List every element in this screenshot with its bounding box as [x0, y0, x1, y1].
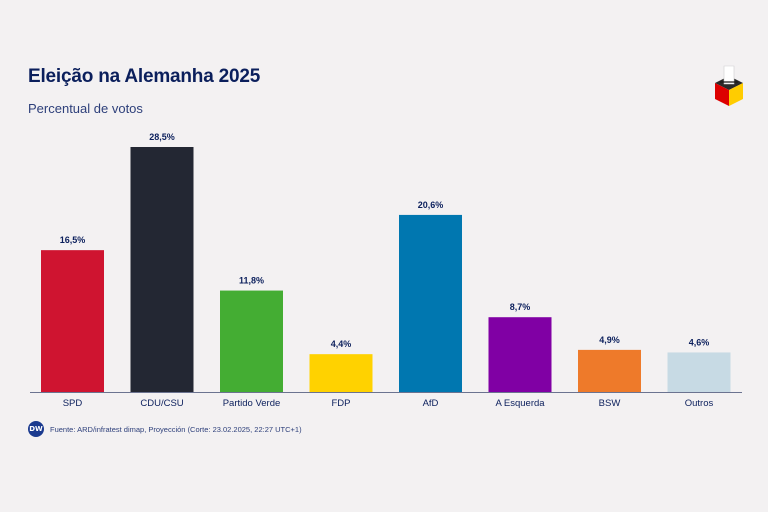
- category-label-a-esquerda: A Esquerda: [495, 398, 545, 409]
- chart-subtitle: Percentual de votos: [28, 101, 143, 116]
- category-label-fdp: FDP: [332, 398, 351, 409]
- value-label-afd: 20,6%: [418, 200, 444, 210]
- value-label-partido-verde: 11,8%: [239, 276, 264, 286]
- category-label-outros: Outros: [685, 398, 714, 409]
- bar-spd: [41, 250, 104, 392]
- bar-fdp: [309, 354, 373, 392]
- ballot-box-icon: [715, 65, 743, 106]
- chart-footer: DW Fuente: ARD/infratest dimap, Proyecci…: [28, 421, 302, 437]
- category-label-afd: AfD: [423, 398, 439, 409]
- bar-chart: 16,5% SPD 28,5% CDU/CSU 11,8% Partido Verde 4,…: [30, 132, 742, 409]
- bar-outros: [667, 352, 731, 392]
- bar-bsw: [578, 349, 641, 392]
- value-label-a-esquerda: 8,7%: [510, 302, 531, 312]
- category-label-partido-verde: Partido Verde: [223, 398, 281, 409]
- bar-a-esquerda: [488, 317, 552, 392]
- value-label-fdp: 4,4%: [331, 339, 352, 349]
- source-note: Fuente: ARD/infratest dimap, Proyección …: [50, 424, 302, 434]
- value-label-cdu-csu: 28,5%: [149, 132, 175, 142]
- value-label-spd: 16,5%: [60, 235, 86, 245]
- category-label-spd: SPD: [63, 398, 83, 409]
- value-label-outros: 4,6%: [689, 337, 710, 347]
- bar-partido-verde: [220, 290, 283, 392]
- value-label-bsw: 4,9%: [599, 335, 620, 345]
- category-label-cdu-csu: CDU/CSU: [140, 398, 183, 409]
- chart-title: Eleição na Alemanha 2025: [28, 66, 261, 87]
- dw-logo: DW: [28, 421, 44, 437]
- category-label-bsw: BSW: [599, 398, 621, 409]
- bar-cdu-csu: [130, 147, 194, 392]
- bar-afd: [399, 214, 462, 392]
